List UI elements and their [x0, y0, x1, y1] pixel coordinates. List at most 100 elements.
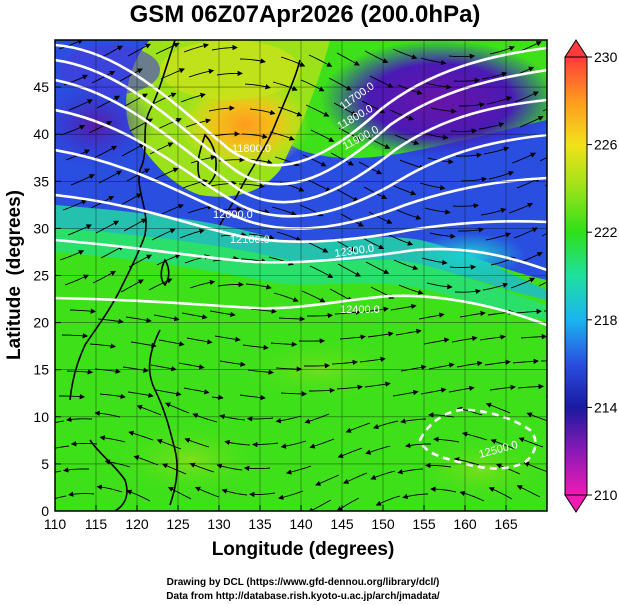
streamline-arrow	[133, 455, 159, 466]
x-tick-label: 125	[166, 516, 190, 532]
streamline-arrow	[365, 261, 390, 274]
streamline-arrow	[459, 310, 486, 318]
y-tick-label: 25	[33, 268, 49, 284]
contour-12400	[55, 294, 547, 327]
streamline-arrow	[280, 440, 307, 449]
streamline-arrow	[161, 463, 187, 475]
streamline-arrow	[63, 467, 90, 473]
streamline-arrow	[92, 270, 117, 284]
streamline-arrow	[160, 68, 185, 80]
streamline-arrow	[211, 394, 224, 400]
streamline-arrow	[127, 391, 154, 398]
y-tick-label: 15	[33, 362, 49, 378]
streamline-arrow	[517, 383, 544, 390]
streamline-arrow	[60, 125, 86, 136]
streamline-arrow	[216, 70, 243, 77]
streamline-arrow	[365, 445, 391, 455]
streamline-arrow	[511, 152, 537, 164]
streamline-arrow	[304, 413, 330, 424]
streamline-arrow	[126, 168, 150, 182]
taiwan-coast	[160, 258, 170, 287]
streamline-arrow	[157, 117, 182, 130]
y-tick-label: 30	[33, 220, 49, 236]
streamline-arrow	[156, 438, 182, 450]
colorbar-top-triangle	[564, 39, 588, 58]
streamline-arrow	[122, 366, 149, 373]
streamline-arrow	[156, 253, 181, 266]
contour-12000	[55, 108, 547, 218]
streamline-arrow	[217, 281, 244, 288]
streamline-arrow	[331, 359, 358, 366]
streamline-arrow	[418, 312, 445, 320]
streamline-arrow	[97, 318, 124, 324]
streamline-arrow	[55, 470, 62, 473]
streamline-arrow	[308, 499, 332, 511]
streamline-arrow	[512, 358, 539, 365]
streamline-arrow	[150, 364, 177, 372]
streamline-arrow	[362, 306, 389, 313]
streamline-arrow	[194, 486, 220, 498]
streamline-arrow	[516, 485, 541, 498]
streamline-arrow	[250, 308, 277, 314]
streamline-arrow	[397, 468, 424, 475]
streamline-arrow	[61, 333, 89, 339]
streamline-arrow	[513, 227, 538, 239]
streamline-arrow	[315, 474, 340, 486]
streamline-arrow	[180, 92, 206, 103]
streamline-arrow	[64, 274, 90, 286]
streamline-arrow	[224, 439, 251, 446]
streamline-arrow	[448, 53, 476, 60]
x-tick-label: 160	[453, 516, 477, 532]
streamline-arrow	[151, 228, 176, 241]
streamline-arrow	[125, 316, 152, 323]
streamline-arrow	[423, 337, 450, 345]
streamline-arrow	[96, 484, 123, 493]
streamline-arrow	[304, 363, 331, 369]
streamline-arrow	[433, 436, 460, 443]
contour-11700	[55, 43, 547, 167]
map-title: GSM 06Z07Apr2026 (200.0hPa)	[130, 1, 481, 28]
streamline-arrow	[118, 193, 142, 207]
purple-northwest	[60, 45, 160, 95]
streamline-arrow	[189, 279, 216, 289]
streamline-arrow	[99, 393, 126, 400]
streamline-arrow	[420, 57, 447, 66]
streamline-arrow	[149, 142, 174, 155]
streamline-arrow	[390, 303, 417, 311]
streamline-arrow	[489, 384, 516, 391]
credit-line-1: Drawing by DCL (https://www.gfd-dennou.o…	[167, 577, 440, 588]
streamline-arrow	[459, 102, 485, 108]
streamline-arrow	[58, 40, 84, 50]
streamline-arrow	[526, 412, 547, 422]
streamline-arrow	[309, 438, 335, 449]
x-axis: 110 115 120 125 130 135 140 145 150 155 160 165	[44, 505, 518, 532]
streamline-arrow	[278, 316, 306, 322]
streamline-arrow	[430, 107, 457, 114]
streamline-arrow	[184, 437, 210, 448]
contour-11900	[55, 78, 547, 204]
streamline-arrow	[488, 487, 513, 500]
streamline-arrow	[216, 463, 243, 471]
y-tick-label: 35	[33, 173, 49, 189]
contour-11800	[55, 58, 547, 186]
streamline-arrow	[520, 333, 547, 340]
streamline-arrow	[242, 344, 269, 351]
streamline-arrow	[119, 68, 143, 82]
streamline-arrow	[310, 129, 335, 142]
streamline-arrow	[307, 179, 332, 192]
colorbar: 210 214 218 222 226 230	[564, 39, 618, 513]
y-tick-label: 10	[33, 409, 49, 425]
streamline-arrow	[510, 277, 536, 289]
streamline-arrow	[70, 441, 98, 447]
streamline-arrow	[219, 360, 246, 367]
streamline-arrow	[190, 154, 217, 164]
streamline-arrow	[333, 102, 357, 116]
streamline-arrow	[59, 250, 85, 261]
streamline-arrow	[123, 218, 147, 232]
borneo-coast	[89, 439, 128, 511]
streamline-arrow	[211, 44, 238, 51]
streamline-arrow	[455, 152, 482, 158]
streamline-arrow	[541, 232, 547, 237]
streamline-arrow	[430, 486, 457, 493]
streamline-arrow	[450, 128, 478, 134]
